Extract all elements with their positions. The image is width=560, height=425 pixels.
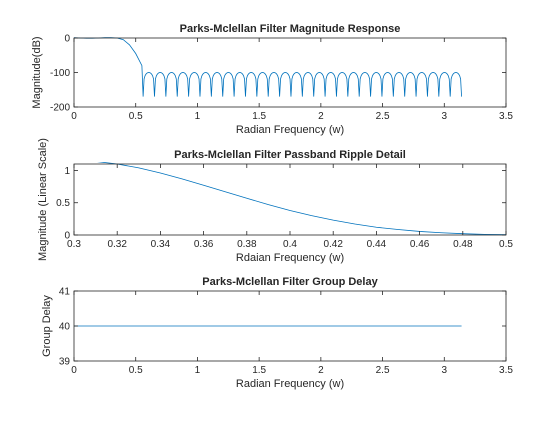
x-tick-label: 0.48 <box>453 239 473 250</box>
x-tick-label: 0.46 <box>410 239 430 250</box>
x-tick-label: 0.5 <box>499 239 513 250</box>
data-line-1 <box>74 38 462 97</box>
x-tick-label: 0.38 <box>237 239 257 250</box>
x-axis-label: Rdaian Frequency (w) <box>236 252 344 264</box>
axes-2 <box>74 161 506 235</box>
y-axis-label: Magnitude(dB) <box>31 36 43 108</box>
x-tick-label: 0.32 <box>107 239 127 250</box>
x-tick-label: 0.4 <box>283 239 297 250</box>
x-tick-label: 3 <box>442 365 448 376</box>
y-tick-label: 41 <box>59 287 71 298</box>
x-tick-label: 3.5 <box>499 365 513 376</box>
x-axis-label: Radian Frequency (w) <box>236 124 344 136</box>
y-tick-label: 0.5 <box>56 198 70 209</box>
y-tick-label: 0 <box>64 231 70 242</box>
x-tick-label: 2 <box>318 111 324 122</box>
x-tick-label: 1.5 <box>252 111 266 122</box>
x-tick-label: 0.34 <box>151 239 171 250</box>
axes-box-1 <box>74 38 506 107</box>
y-tick-label: 40 <box>59 322 71 333</box>
chart-title: Parks-Mclellan Filter Group Delay <box>202 276 378 288</box>
x-tick-label: 1.5 <box>252 365 266 376</box>
x-tick-label: 3 <box>442 111 448 122</box>
x-tick-label: 0.42 <box>323 239 343 250</box>
chart-title: Parks-Mclellan Filter Passband Ripple De… <box>174 149 406 161</box>
y-tick-label: 0 <box>64 34 70 45</box>
x-tick-label: 0.5 <box>129 365 143 376</box>
axes-box-2 <box>74 164 506 235</box>
y-axis-label: Magnitude (Linear Scale) <box>37 138 49 261</box>
x-tick-label: 2.5 <box>376 111 390 122</box>
x-tick-label: 0.36 <box>194 239 214 250</box>
y-tick-label: 39 <box>59 357 71 368</box>
x-tick-label: 2 <box>318 365 324 376</box>
x-tick-label: 0.44 <box>367 239 387 250</box>
x-tick-label: 2.5 <box>376 365 390 376</box>
x-tick-label: 1 <box>195 365 201 376</box>
data-line-2 <box>74 161 506 235</box>
y-tick-label: -100 <box>50 68 70 79</box>
y-tick-label: 1 <box>64 166 70 177</box>
axes-3 <box>74 291 506 361</box>
axes-1 <box>74 38 506 107</box>
y-tick-label: -200 <box>50 103 70 114</box>
x-tick-label: 0.5 <box>129 111 143 122</box>
x-tick-label: 0 <box>71 365 77 376</box>
x-tick-label: 0 <box>71 111 77 122</box>
x-axis-label: Radian Frequency (w) <box>236 378 344 390</box>
x-tick-label: 3.5 <box>499 111 513 122</box>
x-tick-label: 1 <box>195 111 201 122</box>
y-axis-label: Group Delay <box>41 295 53 357</box>
chart-title: Parks-Mclellan Filter Magnitude Response <box>180 23 401 35</box>
